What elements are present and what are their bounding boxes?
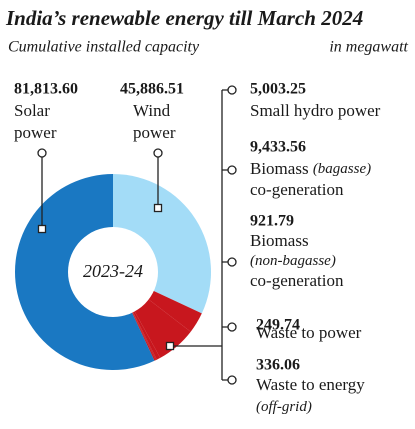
unit-note: in megawatt xyxy=(329,39,408,56)
label-line: Waste to energy xyxy=(256,375,365,394)
marker xyxy=(227,257,237,267)
label-line: (off-grid) xyxy=(256,399,312,415)
marker xyxy=(227,322,237,332)
connectors xyxy=(37,85,237,385)
label-line: Biomass xyxy=(250,159,313,178)
label-line: Solar xyxy=(14,101,50,120)
value-label: 249.74 xyxy=(256,317,300,334)
label-line: (non-bagasse) xyxy=(250,253,336,269)
marker xyxy=(227,165,237,175)
category-label: Waste to power xyxy=(256,323,362,342)
marker xyxy=(153,148,163,158)
value-label: 9,433.56 xyxy=(250,139,306,156)
label-part: Waste to power xyxy=(256,323,362,342)
category-label: Biomass (bagasse) co-generation xyxy=(250,159,371,199)
chart-subtitle: Cumulative installed capacity xyxy=(8,39,200,56)
marker xyxy=(165,341,175,351)
donut-hole xyxy=(68,227,158,317)
chart-title: India’s renewable energy till March 2024 xyxy=(5,6,363,30)
label-part: Solar xyxy=(14,101,50,120)
connector xyxy=(222,89,228,381)
connector xyxy=(170,90,223,380)
marker xyxy=(37,148,47,158)
category-label: Biomass (non-bagasse) co-generation xyxy=(250,231,344,290)
label-line: Wind xyxy=(133,101,171,120)
center-label: 2023-24 xyxy=(83,261,143,281)
value-label: 336.06 xyxy=(256,357,300,374)
label-part: Wind xyxy=(133,101,171,120)
label-part: (bagasse) xyxy=(313,161,371,177)
marker xyxy=(37,224,47,234)
label-part: (non-bagasse) xyxy=(250,253,336,269)
value-label: 45,886.51 xyxy=(120,81,184,98)
label-part: (off-grid) xyxy=(256,399,312,415)
label-line: co-generation xyxy=(250,180,344,199)
value-label: 81,813.60 xyxy=(14,81,78,98)
label-line: power xyxy=(133,123,176,142)
label-part: co-generation xyxy=(250,180,344,199)
marker xyxy=(153,203,163,213)
marker xyxy=(227,85,237,95)
value-label: 921.79 xyxy=(250,213,294,230)
label-part: Small hydro power xyxy=(250,101,381,120)
value-label: 5,003.25 xyxy=(250,81,306,98)
label-line: co-generation xyxy=(250,271,344,290)
label-part: Biomass xyxy=(250,159,313,178)
category-label: Solar power xyxy=(14,101,57,142)
label-part: Biomass xyxy=(250,231,309,250)
label-line: power xyxy=(14,123,57,142)
label-part: power xyxy=(133,123,176,142)
label-line: Waste to power xyxy=(256,323,362,342)
label-line: Biomass xyxy=(250,231,309,250)
category-label: Wind power xyxy=(133,101,176,142)
marker xyxy=(227,375,237,385)
label-part: Waste to energy xyxy=(256,375,365,394)
label-part: power xyxy=(14,123,57,142)
label-part: co-generation xyxy=(250,271,344,290)
category-label: Small hydro power xyxy=(250,101,381,120)
label-line: Small hydro power xyxy=(250,101,381,120)
category-label: Waste to energy (off-grid) xyxy=(256,375,365,416)
